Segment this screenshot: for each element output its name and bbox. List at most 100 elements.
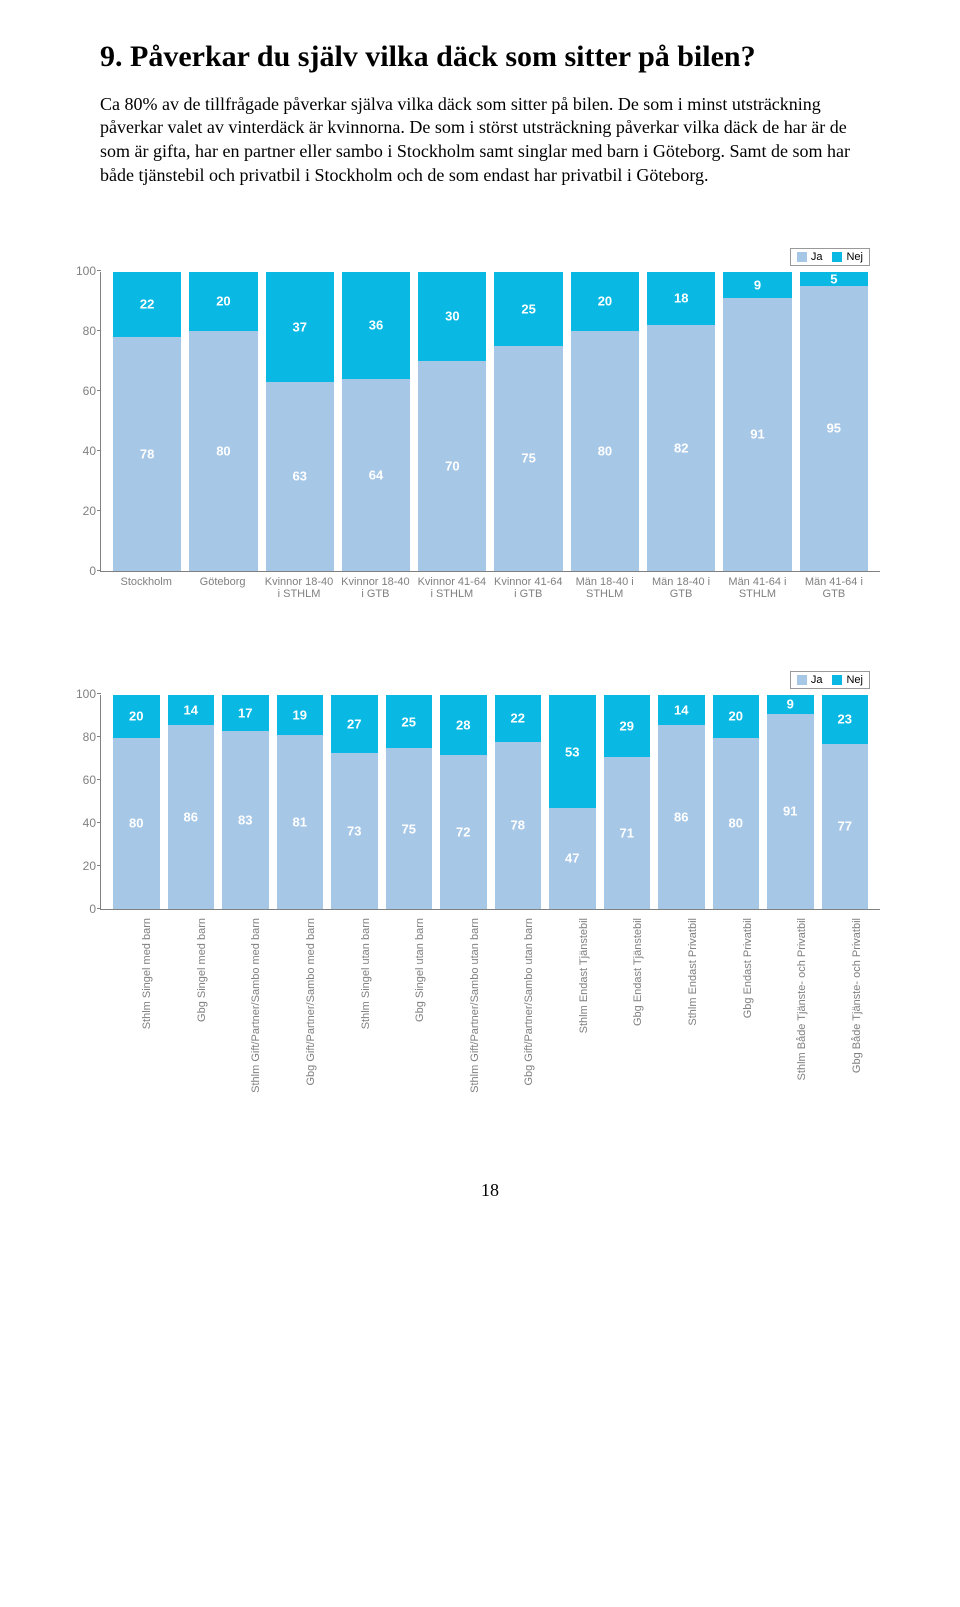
bar: 82 18 <box>643 272 719 571</box>
segment-label-nej: 22 <box>511 711 525 726</box>
bar: 7129 <box>600 695 655 909</box>
bar: 63 37 <box>262 272 338 571</box>
legend-1: Ja Nej <box>790 248 870 266</box>
segment-label-nej: 9 <box>787 697 794 712</box>
segment-ja: 80 <box>713 738 760 909</box>
segment-nej: 22 <box>113 272 181 338</box>
segment-label-ja: 47 <box>565 851 579 866</box>
y-tick-label: 100 <box>71 687 96 701</box>
bars-row: 8020861483178119732775257228782247537129… <box>101 695 880 909</box>
segment-label-ja: 80 <box>129 816 143 831</box>
y-tick-label: 60 <box>71 773 96 787</box>
segment-label-nej: 28 <box>456 717 470 732</box>
segment-ja: 75 <box>494 346 562 570</box>
bar: 8020 <box>185 272 261 571</box>
segment-label-ja: 83 <box>238 812 252 827</box>
segment-ja: 80 <box>189 331 257 570</box>
segment-label-nej: 36 <box>369 318 383 333</box>
segment-ja: 77 <box>822 744 869 909</box>
y-tick-mark <box>97 270 101 271</box>
segment-label-ja: 91 <box>783 804 797 819</box>
segment-nej: 9 <box>767 695 814 714</box>
segment-ja: 71 <box>604 757 651 909</box>
x-label: Kvinnor 41-64 i STHLM <box>414 576 490 601</box>
bar: 91 9 <box>719 272 795 571</box>
segment-nej: 9 <box>723 272 791 299</box>
segment-label-nej: 9 <box>754 277 761 292</box>
x-label: Män 41-64 i STHLM <box>719 576 795 601</box>
segment-nej: 5 <box>800 272 868 287</box>
segment-ja: 81 <box>277 735 324 908</box>
segment-nej: 20 <box>189 272 257 332</box>
segment-ja: 63 <box>266 382 334 570</box>
y-tick-mark <box>97 693 101 694</box>
x-label: Sthlm Både Tjänste- och Privatbil <box>796 916 809 1096</box>
chart-1: Ja Nej 020406080100782280206337643670307… <box>70 248 880 601</box>
segment-label-nej: 25 <box>402 714 416 729</box>
segment-label-nej: 17 <box>238 705 252 720</box>
bars-row: 78228020633764367030752580208218919955 <box>101 272 880 571</box>
x-label: Gbg Singel utan barn <box>414 916 427 1096</box>
segment-ja: 72 <box>440 755 487 909</box>
segment-label-nej: 37 <box>293 319 307 334</box>
segment-ja: 75 <box>386 748 433 909</box>
x-label: Gbg Både Tjänste- och Privatbil <box>851 916 864 1096</box>
segment-ja: 47 <box>549 808 596 909</box>
legend-label-nej-2: Nej <box>846 674 863 686</box>
x-label: Gbg Gift/Partner/Sambo utan barn <box>523 916 536 1096</box>
segment-nej: 29 <box>604 695 651 757</box>
segment-nej: 19 <box>277 695 324 736</box>
y-tick-label: 100 <box>71 264 96 278</box>
segment-label-nej: 14 <box>184 702 198 717</box>
segment-label-nej: 5 <box>830 271 837 286</box>
bar: 8020 <box>109 695 164 909</box>
segment-label-nej: 23 <box>838 712 852 727</box>
segment-nej: 37 <box>266 272 334 383</box>
segment-label-ja: 81 <box>293 815 307 830</box>
plot-area-1: 0204060801007822802063376436703075258020… <box>100 272 880 572</box>
segment-label-nej: 22 <box>140 297 154 312</box>
y-tick-label: 40 <box>71 444 96 458</box>
segment-label-ja: 75 <box>402 821 416 836</box>
bar: 75 25 <box>382 695 437 909</box>
x-label: Stockholm <box>108 576 184 601</box>
y-tick-label: 0 <box>71 902 96 916</box>
x-label: Gbg Endast Privatbil <box>742 916 755 1096</box>
segment-label-ja: 91 <box>750 427 764 442</box>
segment-label-ja: 82 <box>674 440 688 455</box>
segment-nej: 53 <box>549 695 596 808</box>
segment-ja: 82 <box>647 325 715 570</box>
segment-nej: 27 <box>331 695 378 753</box>
bar: 7030 <box>414 272 490 571</box>
y-tick-label: 80 <box>71 730 96 744</box>
swatch-nej <box>832 252 842 262</box>
bar: 91 9 <box>763 695 818 909</box>
page-number: 18 <box>100 1180 880 1201</box>
segment-ja: 91 <box>723 298 791 570</box>
x-label: Män 18-40 i GTB <box>643 576 719 601</box>
segment-nej: 14 <box>658 695 705 725</box>
segment-label-nej: 53 <box>565 744 579 759</box>
segment-ja: 78 <box>113 337 181 570</box>
page-title: 9. Påverkar du själv vilka däck som sitt… <box>100 40 880 75</box>
legend-item-nej-2: Nej <box>832 674 863 686</box>
bar: 8020 <box>567 272 643 571</box>
segment-nej: 18 <box>647 272 715 326</box>
segment-ja: 91 <box>767 714 814 909</box>
segment-label-ja: 75 <box>521 451 535 466</box>
segment-nej: 23 <box>822 695 869 744</box>
x-label: Göteborg <box>184 576 260 601</box>
x-label: Sthlm Endast Tjänstebil <box>578 916 591 1096</box>
segment-label-ja: 80 <box>598 443 612 458</box>
y-tick-label: 0 <box>71 564 96 578</box>
segment-nej: 17 <box>222 695 269 731</box>
segment-label-nej: 27 <box>347 716 361 731</box>
segment-label-ja: 73 <box>347 823 361 838</box>
y-tick-label: 40 <box>71 816 96 830</box>
x-axis-1: StockholmGöteborgKvinnor 18-40 i STHLMKv… <box>100 572 880 601</box>
segment-label-nej: 20 <box>729 709 743 724</box>
segment-label-nej: 18 <box>674 291 688 306</box>
bar: 78 22 <box>109 272 185 571</box>
bar: 8614 <box>164 695 219 909</box>
segment-label-nej: 19 <box>293 708 307 723</box>
